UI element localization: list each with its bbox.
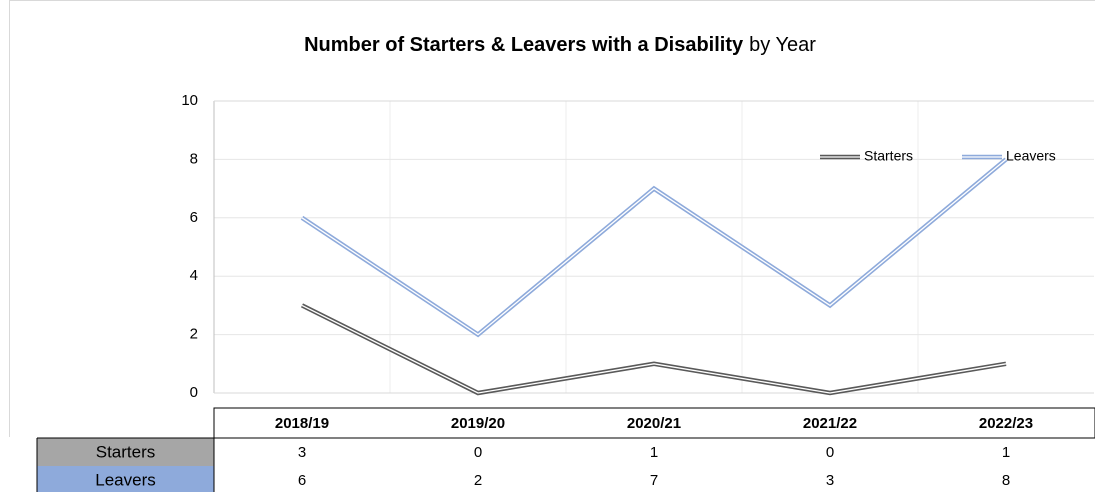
y-tick-label: 4 (190, 267, 198, 284)
title-suffix: by Year (749, 34, 816, 56)
y-tick-label: 8 (190, 150, 198, 167)
table-cell: 3 (298, 444, 306, 461)
x-tick-label: 2019/20 (451, 415, 505, 432)
chart-title: Number of Starters & Leavers with a Disa… (304, 34, 816, 56)
line-inner (301, 158, 1007, 336)
table-cell: 2 (474, 472, 482, 489)
table-row-label: Leavers (95, 470, 155, 489)
y-tick-label: 2 (190, 326, 198, 343)
table-cell: 7 (650, 472, 658, 489)
x-tick-label: 2021/22 (803, 415, 857, 432)
x-tick-label: 2022/23 (979, 415, 1033, 432)
series-line (300, 303, 1007, 396)
title-bold: Number of Starters & Leavers with a Disa… (304, 34, 744, 56)
table-cell: 8 (1002, 472, 1010, 489)
table-cell: 0 (826, 444, 834, 461)
table-cell: 3 (826, 472, 834, 489)
x-tick-label: 2018/19 (275, 415, 329, 432)
table-row-header (37, 466, 214, 492)
y-tick-label: 6 (190, 209, 198, 226)
table-header (213, 407, 1095, 439)
series-line (300, 157, 1008, 338)
table-cell: 1 (650, 444, 658, 461)
table-row-header (37, 438, 214, 466)
table-cell: 0 (474, 444, 482, 461)
line-inner (301, 304, 1007, 394)
x-tick-label: 2020/21 (627, 415, 681, 432)
y-tick-label: 10 (181, 92, 198, 109)
table-cell: 1 (1002, 444, 1010, 461)
table-cell: 6 (298, 472, 306, 489)
table-row-label: Starters (96, 442, 156, 461)
legend-label: Leavers (1006, 148, 1056, 164)
y-tick-label: 0 (190, 384, 198, 401)
legend-label: Starters (864, 148, 913, 164)
